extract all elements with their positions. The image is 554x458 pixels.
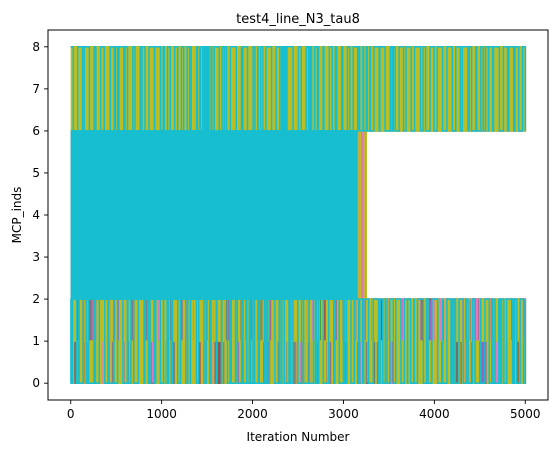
y-axis: 0 1 2 3 4 5 6 7 8 [32, 40, 48, 390]
x-tick-label: 4000 [419, 407, 450, 421]
y-tick-label: 3 [32, 250, 40, 264]
y-tick-label: 8 [32, 40, 40, 54]
x-tick-label: 2000 [237, 407, 268, 421]
x-axis: 0 1000 2000 3000 4000 5000 [67, 400, 541, 421]
y-tick-label: 5 [32, 166, 40, 180]
chart-title: test4_line_N3_tau8 [236, 12, 360, 27]
y-axis-label: MCP_inds [10, 187, 24, 244]
y-tick-label: 7 [32, 82, 40, 96]
series-layer [70, 46, 527, 384]
x-tick-label: 0 [67, 407, 75, 421]
series-line-9-segment-2 [70, 298, 527, 384]
y-tick-label: 2 [32, 292, 40, 306]
x-tick-label: 5000 [510, 407, 541, 421]
series-line-9-segment-0 [70, 46, 527, 132]
y-tick-label: 0 [32, 376, 40, 390]
y-tick-label: 6 [32, 124, 40, 138]
y-tick-label: 4 [32, 208, 40, 222]
x-axis-label: Iteration Number [247, 430, 350, 444]
series-line-9-segment-1 [70, 130, 358, 300]
y-tick-label: 1 [32, 334, 40, 348]
x-tick-label: 1000 [146, 407, 177, 421]
x-tick-label: 3000 [328, 407, 359, 421]
